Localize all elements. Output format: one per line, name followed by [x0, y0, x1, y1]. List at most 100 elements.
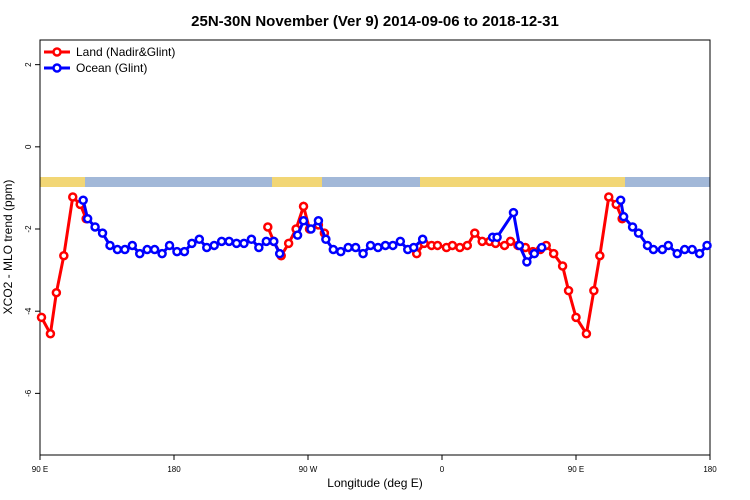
legend-label: Land (Nadir&Glint) [76, 45, 175, 59]
data-point [292, 230, 303, 240]
data-point [380, 240, 391, 251]
data-point [455, 242, 465, 253]
y-axis-label: XCO2 - MLO trend (ppm) [1, 180, 15, 315]
data-point [642, 240, 653, 251]
data-point [492, 232, 502, 242]
data-point [97, 228, 108, 238]
data-point [548, 248, 559, 259]
data-point [216, 236, 227, 247]
y-tick-label: -6 [24, 389, 33, 397]
land-strip [272, 177, 322, 187]
data-point [432, 240, 443, 251]
data-point [663, 240, 674, 251]
data-point [149, 244, 160, 255]
data-point [254, 242, 264, 253]
data-point [59, 250, 69, 261]
data-point [514, 240, 525, 251]
data-point [615, 195, 626, 205]
data-point [283, 238, 294, 249]
data-point [358, 248, 368, 259]
data-point [142, 244, 152, 255]
data-point [672, 248, 682, 259]
data-point [90, 222, 100, 232]
data-point [447, 240, 458, 251]
data-point [313, 216, 324, 226]
data-point [78, 195, 88, 205]
x-axis-label: Longitude (deg E) [327, 476, 422, 490]
data-point [408, 242, 419, 253]
x-tick-label: 180 [167, 465, 181, 474]
data-point [589, 285, 599, 296]
data-point [298, 201, 309, 212]
y-tick-label: -4 [24, 307, 33, 315]
data-point [388, 240, 398, 251]
data-point [633, 228, 644, 238]
data-point [51, 287, 62, 298]
legend: Land (Nadir&Glint) Ocean (Glint) [44, 45, 175, 75]
data-point [581, 329, 592, 339]
data-point [627, 222, 638, 232]
data-point [261, 236, 272, 247]
data-point [194, 234, 205, 245]
data-point [477, 236, 487, 247]
data-point [246, 234, 257, 245]
data-point [263, 222, 273, 232]
data-point [112, 244, 123, 255]
data-point [202, 242, 212, 253]
data-point [350, 242, 361, 253]
data-point [68, 192, 78, 202]
land-strip [420, 177, 625, 187]
surface-strip [40, 177, 710, 187]
land-strip [40, 177, 85, 187]
data-point [604, 192, 614, 202]
data-point [557, 261, 568, 271]
data-point [45, 329, 56, 339]
y-tick-label: 2 [24, 62, 33, 67]
data-point [321, 234, 331, 245]
data-point [595, 250, 605, 261]
y-tick-label: -2 [24, 225, 33, 233]
x-tick-label: 90 E [32, 465, 48, 474]
data-point [508, 207, 519, 218]
data-point [224, 236, 234, 247]
data-point [462, 240, 473, 251]
data-point [694, 248, 705, 259]
data-point [563, 285, 574, 296]
data-point [537, 242, 547, 253]
data-point [172, 246, 182, 257]
ocean-strip [40, 177, 710, 187]
data-point [336, 246, 346, 257]
data-point [679, 244, 690, 255]
data-point [135, 248, 145, 259]
data-point [687, 244, 697, 255]
data-point [417, 234, 428, 245]
x-tick-label: 90 E [568, 465, 584, 474]
data-point [269, 236, 279, 247]
data-point [571, 312, 581, 323]
data-point [127, 240, 138, 251]
legend-label: Ocean (Glint) [76, 61, 147, 75]
legend-marker [52, 47, 62, 57]
data-point [187, 238, 197, 249]
legend-marker [52, 63, 62, 73]
data-point [657, 244, 668, 255]
data-point [157, 248, 167, 259]
data-point [179, 246, 190, 257]
data-point [618, 211, 629, 222]
data-point [36, 312, 47, 323]
data-point [395, 236, 406, 247]
x-tick-label: 90 W [299, 465, 318, 474]
data-point [306, 224, 316, 234]
data-point [702, 240, 712, 251]
data-point [164, 240, 175, 251]
data-point [648, 244, 659, 255]
data-point [499, 240, 510, 251]
x-tick-label: 180 [703, 465, 717, 474]
data-point [231, 238, 242, 249]
data-point [470, 228, 480, 238]
data-point [365, 240, 376, 251]
data-point [298, 216, 309, 226]
data-point [274, 248, 285, 259]
y-tick-label: 0 [24, 144, 33, 149]
